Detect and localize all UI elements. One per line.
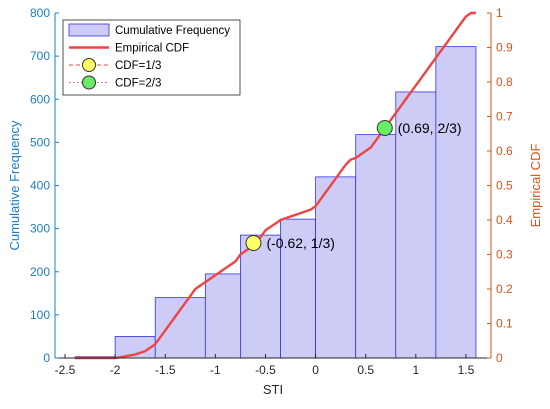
right-y-tick-label: 0.3 — [496, 248, 513, 262]
legend-label: Cumulative Frequency — [115, 25, 230, 37]
legend-swatch-histogram — [68, 23, 110, 37]
x-tick-label: 0 — [312, 363, 319, 377]
x-tick-label: -1 — [210, 363, 221, 377]
left-y-tick-label: 100 — [30, 308, 50, 322]
histogram-bar — [154, 297, 206, 359]
right-y-axis-label: Empirical CDF — [528, 144, 543, 228]
x-tick-label: -0.5 — [255, 363, 276, 377]
legend-swatch-marker — [82, 75, 96, 90]
legend-label: CDF=1/3 — [115, 60, 161, 72]
left-y-axis-label: Cumulative Frequency — [7, 120, 22, 251]
x-tick-label: -1.5 — [155, 363, 176, 377]
left-y-tick-label: 400 — [30, 179, 50, 193]
right-y-tick-label: 0.2 — [496, 282, 513, 296]
left-y-tick-label: 500 — [30, 135, 50, 149]
cdf-marker-label: (0.69, 2/3) — [398, 120, 462, 136]
left-y-tick-label: 800 — [30, 6, 50, 20]
right-y-tick-label: 1 — [496, 6, 503, 20]
x-tick-label: 1.5 — [458, 363, 475, 377]
cdf-line-group — [75, 11, 476, 360]
legend-swatch-marker — [82, 58, 96, 72]
right-y-tick-label: 0.9 — [496, 41, 513, 55]
x-tick-label: -2 — [110, 363, 121, 377]
x-tick-label: 1 — [412, 363, 419, 377]
histogram-bar — [355, 134, 397, 359]
histogram-bar — [315, 176, 357, 359]
right-y-tick-label: 0.8 — [496, 75, 513, 89]
x-tick-label: 0.5 — [357, 363, 374, 377]
x-axis-label: STI — [263, 382, 283, 397]
histogram-bars — [74, 46, 477, 359]
right-y-tick-label: 0.6 — [496, 144, 513, 158]
legend-label: CDF=2/3 — [115, 78, 161, 90]
right-y-tick-label: 0.7 — [496, 110, 513, 124]
right-y-tick-label: 0.1 — [496, 317, 513, 331]
axes: -2.5 -2 -1.5 -1 -0.5 0 0.5 1 1.5 0 100 200 300 400 500… — [30, 6, 513, 377]
cdf-markers: (-0.62, 1/3) (0.69, 2/3) — [245, 119, 462, 252]
cdf-line — [75, 11, 476, 360]
left-y-tick-label: 300 — [30, 222, 50, 236]
right-y-tick-label: 0.4 — [496, 213, 513, 227]
left-y-tick-label: 0 — [43, 351, 50, 365]
cdf-marker-label: (-0.62, 1/3) — [266, 235, 334, 251]
left-y-tick-label: 200 — [30, 265, 50, 279]
left-y-tick-label: 700 — [30, 49, 50, 63]
histogram-bar — [204, 273, 241, 359]
cdf-marker-point — [376, 119, 393, 136]
left-y-tick-label: 600 — [30, 92, 50, 106]
histogram-bar — [240, 234, 281, 359]
right-y-tick-label: 0 — [496, 351, 503, 365]
x-tick-label: -2.5 — [55, 363, 76, 377]
legend: Cumulative Frequency Empirical CDF CDF=1/3… — [62, 19, 241, 96]
histogram-bar — [395, 91, 437, 359]
cdf-marker-point — [245, 235, 262, 252]
right-y-tick-label: 0.5 — [496, 179, 513, 193]
histogram-bar — [435, 46, 477, 359]
legend-label: Empirical CDF — [115, 43, 189, 55]
